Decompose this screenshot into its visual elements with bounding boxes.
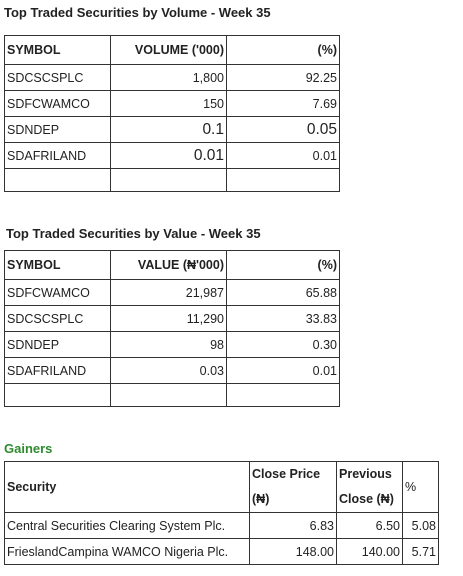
- volume-cell-percent: 92.25: [226, 64, 340, 91]
- volume-cell-symbol: SDAFRILAND: [4, 142, 111, 169]
- table-row: Central Securities Clearing System Plc. …: [4, 512, 439, 539]
- table-row: SDFCWAMCO 21,987 65.88: [4, 279, 340, 306]
- gainers-cell-percent: 5.71: [402, 538, 439, 565]
- value-cell-percent: 33.83: [226, 305, 340, 332]
- value-cell-symbol: SDAFRILAND: [4, 357, 111, 384]
- volume-cell-volume: 150: [110, 90, 227, 117]
- volume-header-volume: VOLUME ('000): [110, 35, 227, 65]
- table-row: SDNDEP 0.1 0.05: [4, 116, 340, 143]
- value-header-value: VALUE (₦'000): [110, 250, 227, 280]
- volume-cell-percent: 0.05: [226, 116, 340, 143]
- gainers-cell-previous-close: 140.00: [336, 538, 403, 565]
- volume-header-percent: (%): [226, 35, 340, 65]
- value-cell-percent: 65.88: [226, 279, 340, 306]
- value-header-symbol: SYMBOL: [4, 250, 111, 280]
- gainers-cell-security: Central Securities Clearing System Plc.: [4, 512, 250, 539]
- gainers-cell-percent: 5.08: [402, 512, 439, 539]
- table-row: SDCSCSPLC 1,800 92.25: [4, 64, 340, 91]
- volume-table: SYMBOL VOLUME ('000) (%) SDCSCSPLC 1,800…: [4, 35, 340, 192]
- volume-cell-volume: 0.01: [110, 142, 227, 169]
- value-table-title: Top Traded Securities by Value - Week 35: [6, 226, 261, 241]
- value-cell-symbol: SDCSCSPLC: [4, 305, 111, 332]
- volume-cell-percent: 0.01: [226, 142, 340, 169]
- value-cell-value: 98: [110, 331, 227, 358]
- gainers-header-security: Security: [4, 461, 250, 513]
- volume-cell-symbol: SDFCWAMCO: [4, 90, 111, 117]
- gainers-header-percent: %: [402, 461, 439, 513]
- gainers-cell-close-price: 148.00: [249, 538, 337, 565]
- volume-cell-symbol: SDCSCSPLC: [4, 64, 111, 91]
- table-row-empty: [4, 168, 340, 192]
- value-cell-value: 11,290: [110, 305, 227, 332]
- gainers-cell-close-price: 6.83: [249, 512, 337, 539]
- volume-cell-volume: 1,800: [110, 64, 227, 91]
- gainers-cell-security: FrieslandCampina WAMCO Nigeria Plc.: [4, 538, 250, 565]
- volume-table-title: Top Traded Securities by Volume - Week 3…: [4, 5, 271, 20]
- table-row: SDNDEP 98 0.30: [4, 331, 340, 358]
- gainers-header-close-price: Close Price (₦): [249, 461, 337, 513]
- table-row: SDCSCSPLC 11,290 33.83: [4, 305, 340, 332]
- value-cell-symbol: SDFCWAMCO: [4, 279, 111, 306]
- value-cell-value: 0.03: [110, 357, 227, 384]
- value-cell-percent: 0.30: [226, 331, 340, 358]
- volume-cell-symbol: SDNDEP: [4, 116, 111, 143]
- gainers-cell-previous-close: 6.50: [336, 512, 403, 539]
- value-cell-value: 21,987: [110, 279, 227, 306]
- value-cell-percent: 0.01: [226, 357, 340, 384]
- table-row: FrieslandCampina WAMCO Nigeria Plc. 148.…: [4, 538, 439, 565]
- table-row: SDFCWAMCO 150 7.69: [4, 90, 340, 117]
- volume-cell-percent: 7.69: [226, 90, 340, 117]
- value-header-percent: (%): [226, 250, 340, 280]
- gainers-header-previous-close: Previous Close (₦): [336, 461, 403, 513]
- gainers-table: Security Close Price (₦) Previous Close …: [4, 461, 439, 565]
- volume-header-symbol: SYMBOL: [4, 35, 111, 65]
- gainers-title: Gainers: [4, 441, 53, 456]
- value-cell-symbol: SDNDEP: [4, 331, 111, 358]
- volume-cell-volume: 0.1: [110, 116, 227, 143]
- table-row: SDAFRILAND 0.03 0.01: [4, 357, 340, 384]
- table-row: SDAFRILAND 0.01 0.01: [4, 142, 340, 169]
- value-table: SYMBOL VALUE (₦'000) (%) SDFCWAMCO 21,98…: [4, 250, 340, 407]
- table-row-empty: [4, 383, 340, 407]
